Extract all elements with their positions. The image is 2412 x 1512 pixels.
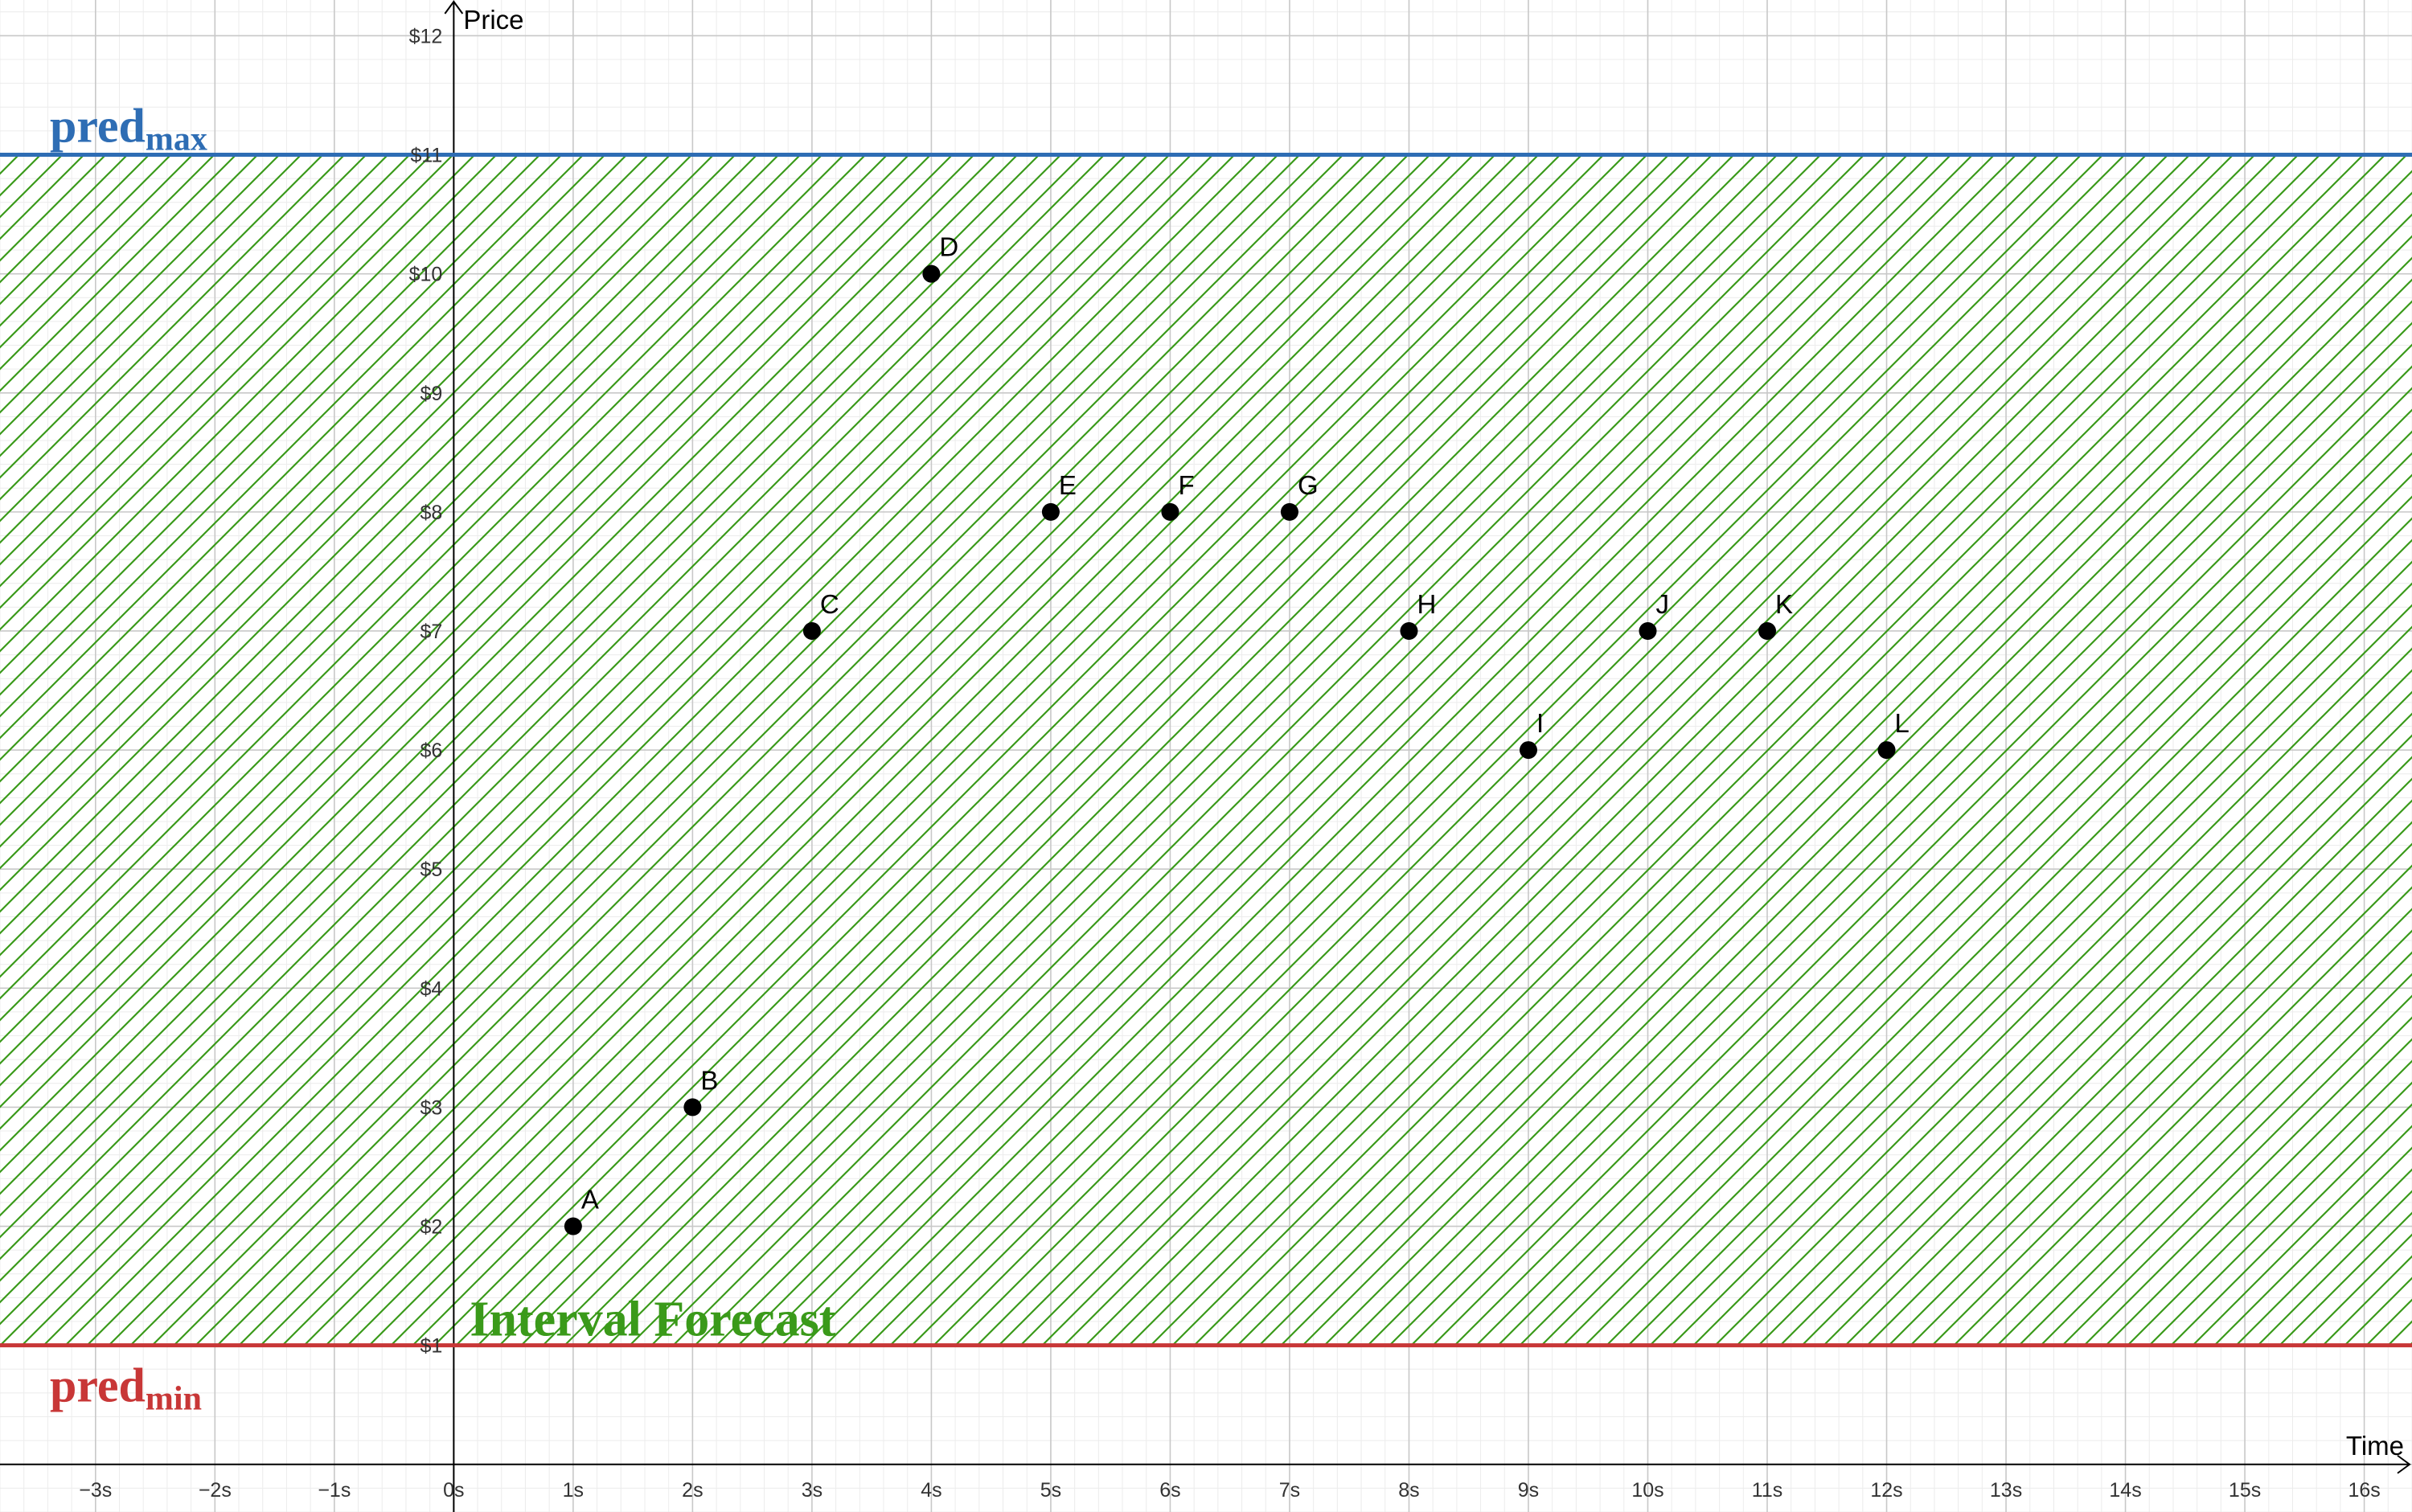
data-point	[1639, 621, 1657, 640]
y-tick-label: $6	[420, 740, 443, 762]
data-point	[1041, 502, 1060, 521]
data-point	[1877, 741, 1896, 760]
x-axis-title: Time	[2346, 1431, 2404, 1461]
pred-max-label-main: pred	[50, 100, 146, 153]
x-tick-label: 3s	[802, 1479, 822, 1502]
y-axis-arrow	[444, 0, 464, 14]
x-tick-label: 8s	[1398, 1479, 1419, 1502]
x-tick-label: 9s	[1518, 1479, 1539, 1502]
x-tick-label: 16s	[2348, 1479, 2380, 1502]
data-point	[802, 621, 821, 640]
x-tick-label: 2s	[682, 1479, 703, 1502]
x-tick-label: −1s	[318, 1479, 351, 1502]
interval-forecast-region	[0, 154, 2412, 1346]
data-point	[922, 264, 941, 283]
data-point-label: F	[1178, 470, 1194, 500]
x-tick-label: 7s	[1279, 1479, 1300, 1502]
data-point-label: K	[1775, 589, 1793, 619]
x-tick-label: −3s	[79, 1479, 112, 1502]
data-point-label: A	[581, 1185, 599, 1215]
x-tick-label: 5s	[1040, 1479, 1061, 1502]
x-tick-label: 0s	[443, 1479, 464, 1502]
tick-labels: −3s −2s −1s 0s 1s 2s 3s 4s 5s 6s 7s 8s 9s 10s 11s 12s 13…	[79, 25, 2380, 1501]
data-point-label: L	[1895, 708, 1910, 738]
data-point-label: H	[1417, 589, 1436, 619]
interval-forecast-label: Interval Forecast	[470, 1293, 835, 1347]
data-point	[683, 1098, 702, 1117]
data-point-label: J	[1656, 589, 1670, 619]
data-point-label: D	[939, 232, 958, 262]
data-point-label: E	[1059, 470, 1077, 500]
data-point-label: I	[1536, 708, 1544, 738]
y-tick-label: $4	[420, 977, 443, 1000]
x-tick-label: 4s	[921, 1479, 941, 1502]
data-point-label: G	[1298, 470, 1319, 500]
data-point	[564, 1217, 582, 1235]
data-points: A B C D E F G H I J K L	[564, 232, 1910, 1235]
data-point-label: C	[820, 589, 839, 619]
x-tick-label: 1s	[563, 1479, 584, 1502]
x-tick-label: 13s	[1990, 1479, 2022, 1502]
y-tick-label: $11	[410, 145, 442, 167]
y-tick-label: $9	[420, 383, 443, 405]
pred-min-label-main: pred	[50, 1359, 146, 1412]
data-point	[1280, 502, 1298, 521]
x-tick-label: 15s	[2229, 1479, 2261, 1502]
interval-forecast-hatch	[0, 154, 2412, 1346]
prediction-bound-lines	[0, 153, 2412, 1348]
pred-max-label-sub: max	[146, 121, 207, 158]
y-tick-label: $2	[420, 1216, 443, 1239]
x-tick-label: 11s	[1752, 1479, 1782, 1502]
pred-max-label: predmax	[50, 100, 207, 158]
x-tick-label: −2s	[199, 1479, 232, 1502]
data-point	[1519, 741, 1537, 760]
y-tick-label: $7	[420, 621, 443, 643]
x-tick-label: 14s	[2109, 1479, 2141, 1502]
y-tick-label: $10	[409, 264, 443, 286]
x-tick-label: 10s	[1631, 1479, 1663, 1502]
y-tick-label: $8	[420, 502, 443, 524]
y-tick-label: $1	[420, 1335, 443, 1358]
x-axis-arrow	[2397, 1454, 2411, 1474]
data-point-label: B	[700, 1065, 718, 1095]
y-tick-label: $5	[420, 858, 443, 881]
x-tick-label: 12s	[1870, 1479, 1902, 1502]
data-point	[1161, 502, 1179, 521]
pred-min-label-sub: min	[146, 1381, 202, 1418]
data-point	[1400, 621, 1418, 640]
data-point	[1758, 621, 1777, 640]
x-tick-label: 6s	[1159, 1479, 1180, 1502]
y-tick-label: $12	[409, 25, 443, 47]
pred-min-label: predmin	[50, 1359, 202, 1418]
y-tick-label: $3	[420, 1096, 443, 1119]
y-axis-title: Price	[463, 5, 523, 35]
